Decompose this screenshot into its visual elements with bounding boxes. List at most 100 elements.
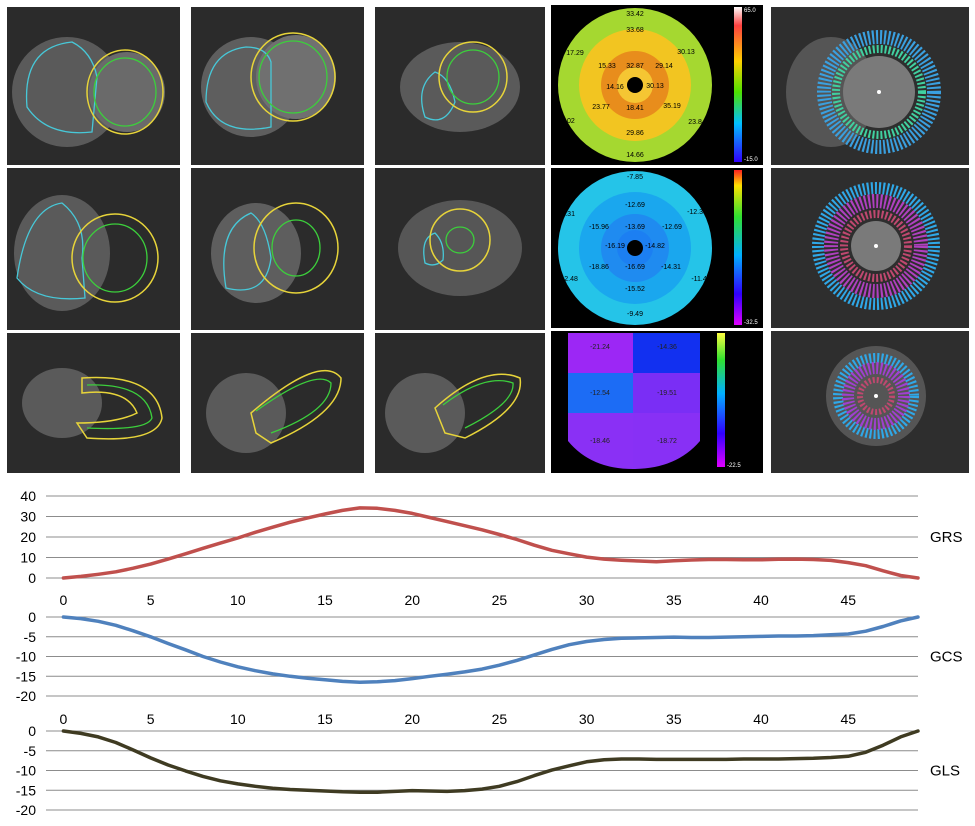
series-label-grs: GRS <box>930 529 963 546</box>
bullseye-circumferential-strain-map: -32.5 -7.85 -12.38 -12.69 -14.82 -14.31 … <box>551 168 763 328</box>
bullseye-radial-segment: 23.84 <box>688 119 706 126</box>
x-tick-label: 20 <box>404 711 420 727</box>
x-tick-label: 30 <box>579 592 595 608</box>
bullseye-radial-segment: 14.66 <box>626 152 644 159</box>
y-tick-label: -10 <box>16 763 36 779</box>
bullseye-circ-segment: -11.48 <box>691 276 710 283</box>
colorbar-radial-max: 65.0 <box>744 8 756 14</box>
long-map-cell: -14.36 <box>657 344 677 351</box>
x-tick-label: 35 <box>666 711 682 727</box>
y-tick-label: -15 <box>16 668 36 684</box>
x-tick-label: 10 <box>230 592 246 608</box>
bullseye-radial-segment: 18.41 <box>626 105 644 112</box>
bullseye-circ-segment: -9.49 <box>627 311 643 318</box>
y-tick-label: -20 <box>16 688 36 704</box>
mri-long-axis-contour-2 <box>191 333 364 473</box>
y-tick-label: 0 <box>28 609 36 625</box>
strain-curves-chart: 0 10 20 30 40 0 5 10 15 20 25 30 35 40 45 GRS 0 -5 -10 -15 -… <box>16 488 963 818</box>
chart-gcs: 0 -5 -10 -15 -20 0 5 10 15 20 25 30 35 40 45 GCS <box>16 609 963 727</box>
bullseye-circ-segment: -4.31 <box>559 211 575 218</box>
bullseye-circ-segment: -12.69 <box>662 224 682 231</box>
colorbar-radial-min: -15.0 <box>744 157 758 163</box>
y-tick-label: 20 <box>20 529 36 545</box>
bullseye-radial-segment: 30.13 <box>677 49 695 56</box>
colorbar-circ-min: -32.5 <box>744 320 758 326</box>
series-line-grs <box>61 506 920 580</box>
y-tick-label: -20 <box>16 802 36 818</box>
bullseye-circ-segment: -7.85 <box>627 174 643 181</box>
mri-short-axis-mid-contour-2 <box>191 168 364 330</box>
long-map-cell: -18.46 <box>590 438 610 445</box>
y-tick-label: 0 <box>28 723 36 739</box>
series-line-gcs <box>61 615 920 684</box>
series-label-gcs: GCS <box>930 649 963 666</box>
bullseye-circ-segment: -18.86 <box>589 264 609 271</box>
bullseye-radial-segment: 17.29 <box>566 50 584 57</box>
long-map-cell: -18.72 <box>657 438 677 445</box>
feature-tracking-vectors-apical <box>771 331 969 473</box>
bullseye-circ-segment: -15.52 <box>625 286 645 293</box>
x-tick-label: 35 <box>666 592 682 608</box>
series-line-gls <box>61 729 920 794</box>
bullseye-radial-strain-map: 65.0 -15.0 33.42 33.68 30.13 29.14 30.13… <box>551 5 763 165</box>
bullseye-circ-segment: -15.96 <box>589 224 609 231</box>
x-tick-label: 40 <box>753 711 769 727</box>
bullseye-circ-segment: -16.69 <box>625 264 645 271</box>
mri-long-axis-contour-3 <box>375 333 545 473</box>
mri-short-axis-basal-contour-3 <box>375 7 545 165</box>
long-map-cell: -21.24 <box>590 344 610 351</box>
feature-tracking-vectors-mid <box>771 168 969 328</box>
long-map-cell: -12.54 <box>590 390 610 397</box>
bullseye-radial-segment: 7.02 <box>561 118 575 125</box>
feature-tracking-vectors-basal <box>771 7 969 165</box>
bullseye-circ-segment: -16.19 <box>605 243 625 250</box>
y-tick-label: 10 <box>20 550 36 566</box>
mri-short-axis-basal-contour-2 <box>191 7 364 165</box>
mri-short-axis-basal-contour-1 <box>7 7 180 165</box>
chart-grs: 0 10 20 30 40 0 5 10 15 20 25 30 35 40 45 GRS <box>20 488 962 608</box>
x-tick-label: 30 <box>579 711 595 727</box>
bullseye-circ-segment: -12.69 <box>625 202 645 209</box>
y-tick-label: -10 <box>16 649 36 665</box>
x-tick-label: 15 <box>317 592 333 608</box>
y-tick-label: -15 <box>16 782 36 798</box>
bullseye-radial-segment: 14.16 <box>606 84 624 91</box>
y-tick-label: -5 <box>24 629 37 645</box>
bullseye-radial-segment: 29.14 <box>655 63 673 70</box>
long-map-cell: -19.51 <box>657 390 677 397</box>
y-tick-label: 40 <box>20 488 36 504</box>
x-tick-label: 40 <box>753 592 769 608</box>
y-tick-label: -5 <box>24 743 37 759</box>
bullseye-radial-segment: 30.13 <box>646 83 664 90</box>
bullseye-radial-segment: 15.33 <box>598 63 616 70</box>
x-tick-label: 25 <box>492 592 508 608</box>
bullseye-radial-segment: 33.68 <box>626 27 644 34</box>
y-tick-label: 30 <box>20 509 36 525</box>
bullseye-radial-segment: 32.87 <box>626 63 644 70</box>
bullseye-circ-segment: -12.38 <box>687 209 707 216</box>
mri-short-axis-mid-contour-3 <box>375 168 545 330</box>
x-tick-label: 25 <box>492 711 508 727</box>
y-tick-label: 0 <box>28 570 36 586</box>
x-tick-label: 0 <box>60 592 68 608</box>
bullseye-circ-segment: -14.31 <box>661 264 681 271</box>
mri-short-axis-mid-contour-1 <box>7 168 180 330</box>
series-label-gls: GLS <box>930 763 960 780</box>
bullseye-circ-segment: -14.82 <box>645 243 665 250</box>
bullseye-radial-segment: 29.86 <box>626 130 644 137</box>
x-tick-label: 5 <box>147 711 155 727</box>
x-tick-label: 45 <box>840 711 856 727</box>
bullseye-circ-segment: -13.69 <box>625 224 645 231</box>
bullseye-radial-segment: 23.77 <box>592 104 610 111</box>
mri-long-axis-contour-1 <box>7 333 180 473</box>
x-tick-label: 20 <box>404 592 420 608</box>
x-tick-label: 0 <box>60 711 68 727</box>
bullseye-radial-segment: 35.19 <box>663 103 681 110</box>
chart-gls: 0 -5 -10 -15 -20 GLS <box>16 723 960 818</box>
x-tick-label: 10 <box>230 711 246 727</box>
x-tick-label: 15 <box>317 711 333 727</box>
longitudinal-strain-map: -22.5 -21.24 -14.36 -12.54 -19.51 -18.46… <box>551 331 763 473</box>
bullseye-radial-segment: 33.42 <box>626 11 644 18</box>
colorbar-long-min: -22.5 <box>727 463 741 469</box>
bullseye-circ-segment: -12.48 <box>558 276 578 283</box>
